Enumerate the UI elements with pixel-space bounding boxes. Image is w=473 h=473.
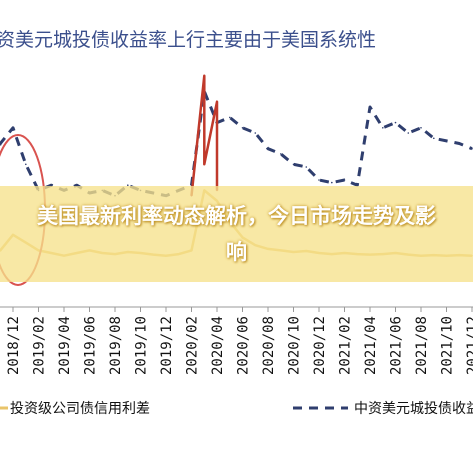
- data-point: [369, 106, 371, 108]
- x-tick-label: 2021/08: [414, 316, 430, 375]
- legend-label-yield: 中资美元城投债收益率: [354, 400, 473, 417]
- data-point: [229, 116, 231, 119]
- data-point: [203, 74, 206, 77]
- data-point: [76, 184, 78, 186]
- data-point: [267, 147, 269, 150]
- x-tick-label: 2019/04: [57, 316, 73, 375]
- x-tick-label: 2020/02: [185, 316, 201, 375]
- data-point: [458, 142, 461, 145]
- data-point: [356, 184, 359, 186]
- data-point: [445, 140, 448, 142]
- data-point: [433, 137, 435, 140]
- x-tick-label: 2019/08: [108, 316, 124, 375]
- x-tick-label: 2020/10: [287, 316, 303, 375]
- x-tick-label: 2021/06: [389, 316, 405, 375]
- x-tick-label: 2019/10: [134, 316, 150, 375]
- data-point: [241, 127, 244, 129]
- data-point: [50, 184, 53, 186]
- legend: 投资级公司债信用利差 中资美元城投债收益率: [0, 400, 473, 417]
- data-point: [25, 163, 27, 166]
- x-tick-label: 2019/06: [83, 316, 99, 375]
- x-tick-label: 2021/10: [440, 316, 456, 375]
- data-point: [407, 132, 410, 134]
- data-point: [343, 179, 346, 181]
- x-axis-ticks: 2018/12 2019/02 2019/04 2019/06 2019/08 2019/…: [6, 307, 473, 375]
- x-tick-label: 2020/08: [261, 316, 277, 375]
- legend-label-spread: 投资级公司债信用利差: [10, 401, 150, 417]
- x-tick-label: 2020/06: [236, 316, 252, 375]
- x-tick-label: 2019/12: [159, 316, 175, 375]
- data-point: [127, 184, 129, 186]
- x-tick-label: 2021/04: [363, 316, 379, 375]
- data-point: [382, 127, 384, 129]
- data-point: [292, 163, 295, 166]
- data-point: [420, 127, 422, 129]
- x-tick-label: 2021/02: [338, 316, 354, 375]
- data-point: [254, 132, 257, 134]
- headline-banner: 美国最新利率动态解析，今日市场走势及影响: [0, 186, 473, 282]
- x-tick-label: 2020/04: [210, 316, 226, 375]
- data-point: [216, 100, 218, 103]
- data-point: [305, 166, 308, 168]
- x-tick-label: 2018/12: [6, 316, 22, 375]
- series-line-yield: [0, 89, 473, 198]
- x-tick-label: 2021/12: [465, 316, 473, 375]
- data-point: [394, 121, 397, 124]
- data-point: [331, 181, 333, 184]
- data-point: [280, 153, 282, 155]
- x-tick-label: 2019/02: [32, 316, 48, 375]
- chart-title: 资美元城投债收益率上行主要由于美国系统性: [0, 29, 376, 51]
- x-tick-label: 2020/12: [312, 316, 328, 375]
- series-line-highlight: [190, 74, 219, 196]
- data-point: [203, 163, 206, 166]
- data-point: [318, 179, 320, 181]
- data-point: [0, 142, 2, 145]
- data-point: [471, 147, 473, 150]
- headline-text: 美国最新利率动态解析，今日市场走势及影响: [37, 204, 436, 264]
- data-point: [12, 127, 14, 129]
